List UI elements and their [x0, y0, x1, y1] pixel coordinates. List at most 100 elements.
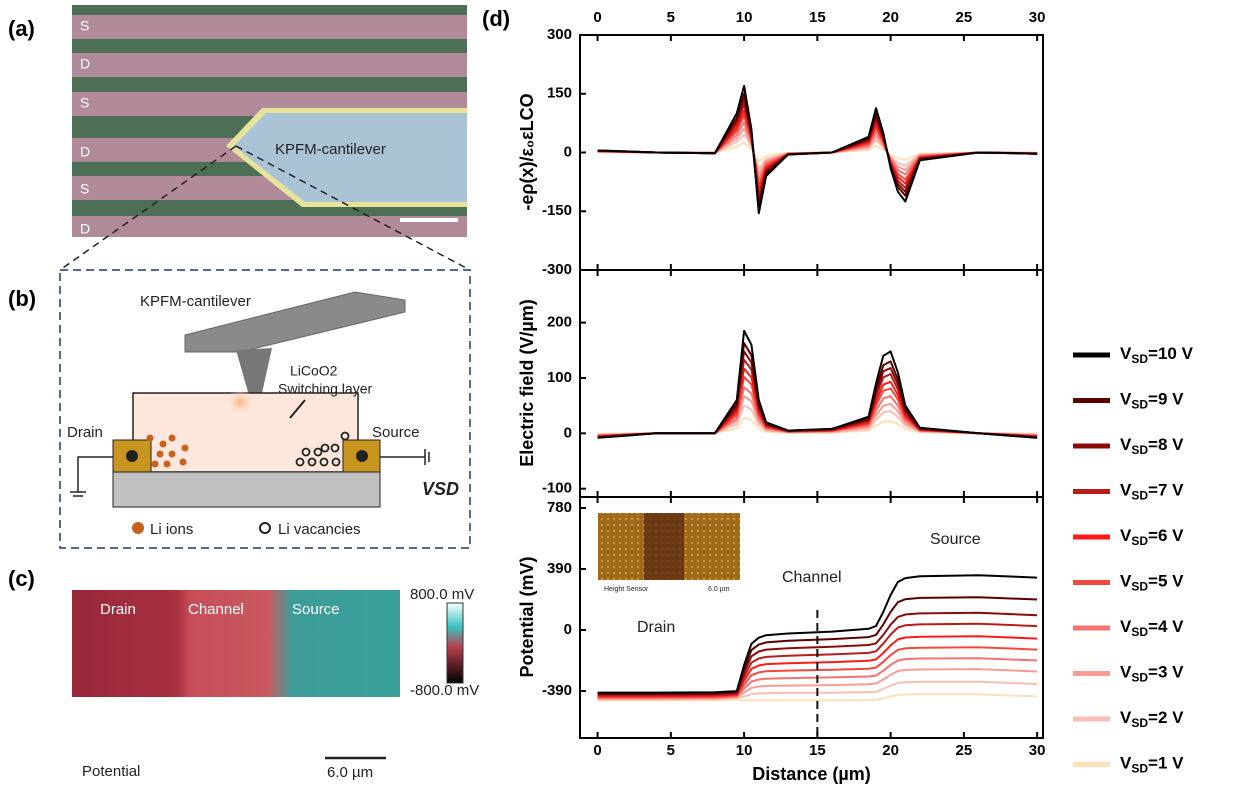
y-tick-label: 0 [564, 143, 572, 160]
legend-label: VSD=10 V [1120, 344, 1194, 366]
cantilever-label: KPFM-cantilever [275, 141, 386, 158]
legend-label: Li ions [150, 521, 193, 538]
x-tick-label: 20 [882, 9, 899, 26]
series-line [598, 369, 1038, 437]
cantilever-label: KPFM-cantilever [140, 293, 251, 310]
annotation: Drain [637, 619, 675, 636]
x-tick-label: 5 [667, 9, 675, 26]
x-tick-label: 10 [736, 9, 753, 26]
series-line [598, 116, 1038, 186]
x-tick-label: 15 [809, 9, 826, 26]
y-axis-label: Electric field (V/µm) [517, 299, 537, 466]
y-tick-label: 780 [547, 499, 572, 516]
y-tick-label: 390 [547, 560, 572, 577]
inset-channel [644, 513, 684, 580]
substrate [113, 472, 380, 507]
y-tick-label: -150 [542, 202, 572, 219]
y-tick-label: 100 [547, 369, 572, 386]
legend-label: VSD=8 V [1120, 435, 1184, 457]
layer-label: Switching layer [278, 381, 372, 397]
panel-label: (b) [8, 286, 36, 311]
y-tick-label: -100 [542, 480, 572, 497]
legend-label: VSD=3 V [1120, 663, 1184, 685]
material-label: LiCoO2 [290, 363, 338, 379]
stripe-label: S [80, 18, 89, 34]
legend-label: VSD=9 V [1120, 390, 1184, 412]
region-label: Source [292, 601, 340, 618]
x-tick-label: 25 [956, 9, 973, 26]
panel-a: (a) S D S D S D KPFM-cantilever [8, 5, 470, 270]
colorbar-max: 800.0 mV [410, 586, 474, 603]
figure: (a) S D S D S D KPFM-cantilever (b) KPFM… [0, 0, 1241, 787]
panel-label: (d) [482, 6, 510, 31]
series-line [598, 377, 1038, 436]
tip-glow [226, 388, 254, 416]
panel-label: (c) [8, 566, 35, 591]
legend-label: VSD=2 V [1120, 708, 1184, 730]
series-line [598, 387, 1038, 435]
panel-label: (a) [8, 16, 35, 41]
y-tick-label: -390 [542, 682, 572, 699]
caption: Potential [82, 763, 140, 780]
region-label: Drain [100, 601, 136, 618]
stripe-label: D [80, 56, 90, 72]
x-tick-label: 10 [736, 742, 753, 759]
x-tick-label: 25 [956, 742, 973, 759]
series-line [598, 99, 1038, 201]
y-axis-label: Potential (mV) [517, 556, 537, 677]
y-tick-label: 0 [564, 621, 572, 638]
y-tick-label: 300 [547, 26, 572, 43]
series-line [598, 343, 1038, 438]
stripe-label: S [80, 95, 89, 111]
x-axis-label: Distance (µm) [752, 764, 870, 784]
x-tick-label: 5 [667, 742, 675, 759]
x-tick-label: 15 [809, 742, 826, 759]
annotation: Channel [782, 569, 842, 586]
voltage-label: VSD [422, 479, 459, 499]
series-line [598, 129, 1038, 175]
series-line [598, 105, 1038, 197]
x-tick-label: 0 [593, 9, 601, 26]
y-axis-label: -eρ(x)/ε₀εLCO [517, 93, 537, 210]
x-tick-label: 0 [593, 742, 601, 759]
legend-label: VSD=6 V [1120, 526, 1184, 548]
source-label: Source [372, 424, 420, 441]
colorbar-min: -800.0 mV [410, 682, 479, 699]
series-line [598, 351, 1038, 437]
series-line [598, 94, 1038, 206]
series-line [598, 122, 1038, 180]
series-line [598, 360, 1038, 437]
y-tick-label: 150 [547, 85, 572, 102]
drain-label: Drain [67, 424, 103, 441]
wire [78, 457, 113, 492]
panel-c: (c) Drain Channel Source 800.0 mV -800.0… [8, 566, 479, 781]
stripe-label: D [80, 144, 90, 160]
region-label: Channel [188, 601, 244, 618]
inset-caption: Height Sensor [604, 586, 649, 593]
legend-label: VSD=4 V [1120, 617, 1184, 639]
series-line [598, 86, 1038, 213]
contact [356, 450, 368, 462]
series-line [598, 111, 1038, 191]
x-tick-label: 30 [1029, 742, 1046, 759]
y-tick-label: -300 [542, 261, 572, 278]
legend-ion [132, 522, 144, 534]
panel-b: (b) KPFM-cantilever LiCoO2 Switching lay… [8, 270, 470, 548]
stripe [72, 15, 467, 39]
y-tick-label: 200 [547, 314, 572, 331]
contact [126, 450, 138, 462]
series-line [598, 331, 1038, 438]
legend-vacancy [260, 523, 270, 533]
legend-label: Li vacancies [278, 521, 361, 538]
legend-label: VSD=7 V [1120, 481, 1184, 503]
stripe [72, 53, 467, 77]
annotation: Source [930, 531, 981, 548]
colorbar [447, 603, 463, 683]
stripe-label: D [80, 221, 90, 237]
y-tick-label: 0 [564, 424, 572, 441]
scale-label: 6.0 µm [327, 764, 373, 781]
legend-label: VSD=1 V [1120, 754, 1184, 776]
x-tick-label: 20 [882, 742, 899, 759]
stripe-label: S [80, 181, 89, 197]
x-tick-label: 30 [1029, 9, 1046, 26]
